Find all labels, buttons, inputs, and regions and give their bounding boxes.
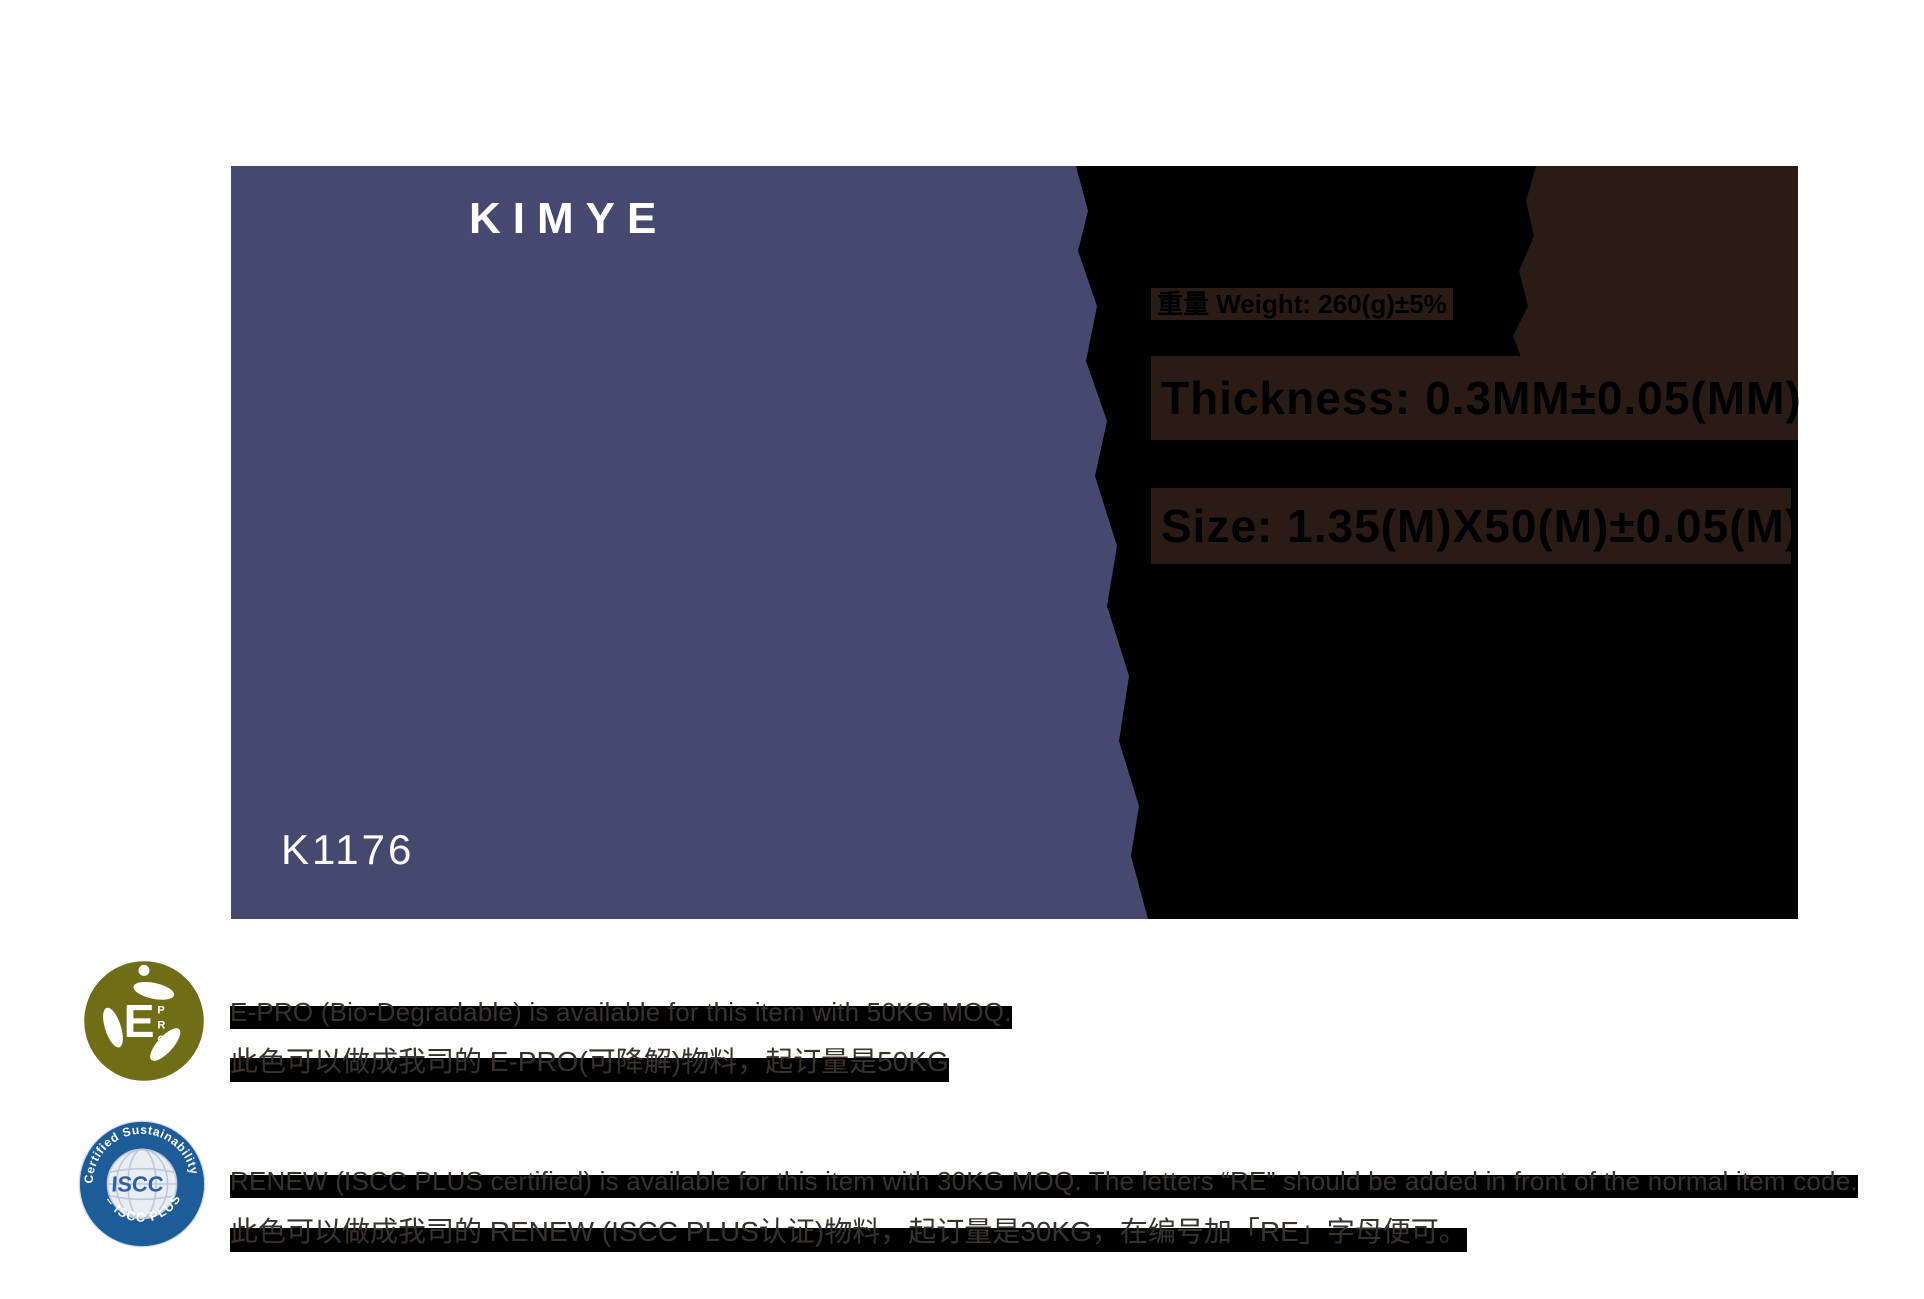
spec-size-text: Size: 1.35(M)X50(M)±0.05(M) xyxy=(1151,486,1800,566)
iscc-center-text: ISCC xyxy=(111,1172,165,1197)
epro-sub-p: P xyxy=(157,1005,164,1017)
renew-note-en-text: RENEW (ISCC PLUS certified) is available… xyxy=(230,1164,1858,1198)
epro-sub-r: R xyxy=(157,1019,165,1031)
epro-note-en-text: E-PRO (Bio-Degradable) is available for … xyxy=(230,995,1012,1029)
epro-note-zh: 此色可以做成我司的 E-PRO(可降解)物料，起订量是50KG xyxy=(230,1042,949,1082)
brand-logo-text: KIMYE xyxy=(469,194,669,243)
renew-note-zh-text: 此色可以做成我司的 RENEW (ISCC PLUS认证)物料，起订量是30KG… xyxy=(230,1212,1467,1252)
color-card: 重量 Weight: 260(g)±5% Thickness: 0.3MM±0.… xyxy=(231,166,1801,919)
epro-letter: E xyxy=(124,995,155,1047)
color-code-label: K1176 xyxy=(281,826,415,873)
epro-note-zh-text: 此色可以做成我司的 E-PRO(可降解)物料，起订量是50KG xyxy=(230,1042,949,1082)
color-swatch xyxy=(231,166,1148,919)
spec-thickness-line: Thickness: 0.3MM±0.05(MM) xyxy=(1151,352,1801,444)
spec-weight-text: 重量 Weight: 260(g)±5% xyxy=(1151,284,1453,324)
epro-logo-icon: E P R O xyxy=(80,960,208,1082)
renew-note-en: RENEW (ISCC PLUS certified) is available… xyxy=(230,1164,1858,1198)
spec-weight-line: 重量 Weight: 260(g)±5% xyxy=(1151,284,1453,324)
epro-note-en: E-PRO (Bio-Degradable) is available for … xyxy=(230,995,1012,1029)
epro-sub-o: O xyxy=(157,1034,166,1046)
spec-thickness-text: Thickness: 0.3MM±0.05(MM) xyxy=(1151,352,1801,444)
panel-top-right-highlight xyxy=(1513,166,1798,362)
renew-note-zh: 此色可以做成我司的 RENEW (ISCC PLUS认证)物料，起订量是30KG… xyxy=(230,1212,1467,1252)
spec-size-line: Size: 1.35(M)X50(M)±0.05(M) xyxy=(1151,486,1800,566)
iscc-logo-icon: Certified Sustainability – ISCC PLUS – I… xyxy=(74,1108,206,1248)
